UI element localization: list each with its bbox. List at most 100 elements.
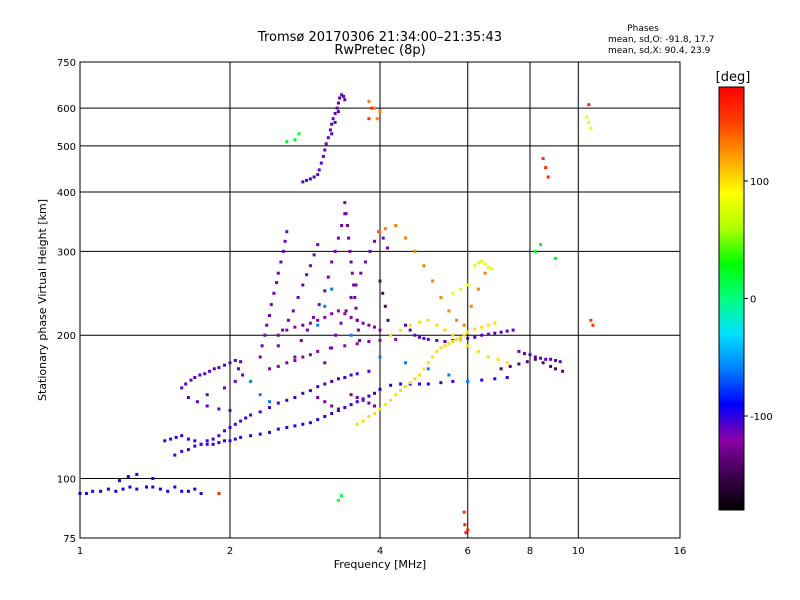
data-point <box>435 339 439 342</box>
data-point <box>301 422 305 426</box>
data-point <box>443 344 447 348</box>
data-point <box>408 328 412 332</box>
data-point <box>349 373 353 377</box>
data-point <box>228 426 232 429</box>
data-point <box>336 407 340 411</box>
data-point <box>331 117 335 121</box>
y-tick-label: 200 <box>57 331 76 342</box>
colorbar-tick-label: 0 <box>750 295 756 306</box>
data-point <box>483 262 487 266</box>
data-point <box>333 120 337 124</box>
y-tick-label: 500 <box>57 142 76 153</box>
grid-lines <box>80 62 680 538</box>
data-point <box>199 492 203 495</box>
data-point <box>237 367 240 371</box>
data-point <box>297 132 301 136</box>
data-point <box>505 361 509 365</box>
data-point <box>367 394 371 398</box>
data-point <box>355 422 359 426</box>
data-point <box>285 230 289 234</box>
data-point <box>223 439 226 443</box>
data-point <box>364 260 367 264</box>
phases-mean-o: mean, sd,O: -91.8, 17.7 <box>608 35 714 45</box>
data-point <box>330 346 334 350</box>
data-point <box>323 415 327 418</box>
data-point <box>312 175 316 179</box>
data-point <box>476 261 480 265</box>
data-point <box>399 382 403 386</box>
data-point <box>217 407 221 411</box>
data-point <box>458 335 462 339</box>
data-point <box>276 401 280 405</box>
data-point <box>317 168 321 172</box>
data-point <box>239 435 243 439</box>
data-point <box>344 309 348 313</box>
data-point <box>378 279 382 283</box>
data-point <box>316 173 320 177</box>
data-point <box>480 259 484 263</box>
data-point <box>223 363 226 367</box>
data-point <box>339 321 343 325</box>
data-point <box>275 281 279 285</box>
data-point <box>404 385 407 389</box>
data-point <box>466 283 470 287</box>
data-point <box>591 323 595 327</box>
data-point <box>193 439 197 443</box>
data-point <box>84 492 88 495</box>
data-point <box>217 434 221 438</box>
data-point <box>464 531 468 535</box>
data-point <box>389 383 393 387</box>
data-point <box>128 485 132 489</box>
data-point <box>343 376 347 379</box>
data-point <box>585 115 589 119</box>
data-point <box>352 283 356 287</box>
data-point <box>241 373 245 377</box>
data-point <box>249 434 253 438</box>
data-point <box>463 523 467 527</box>
data-point <box>285 361 289 365</box>
data-point <box>338 96 342 100</box>
colorbar <box>718 86 745 511</box>
data-point <box>499 367 503 371</box>
data-point <box>353 296 357 299</box>
data-point <box>359 271 363 275</box>
data-point <box>368 249 372 253</box>
data-point <box>205 439 209 443</box>
data-point <box>480 333 484 337</box>
data-point <box>473 327 477 331</box>
data-point <box>349 315 353 319</box>
data-point <box>355 342 359 346</box>
data-point <box>323 289 327 293</box>
data-point <box>330 412 334 415</box>
data-point <box>343 201 347 205</box>
data-point <box>404 323 407 327</box>
data-point <box>308 421 312 425</box>
data-point <box>195 400 199 404</box>
data-point <box>258 393 262 397</box>
chart-title: Tromsø 20170306 21:34:00–21:35:43 <box>257 30 502 45</box>
data-point <box>336 498 340 502</box>
data-point <box>558 360 562 364</box>
data-point <box>462 323 466 327</box>
data-point <box>217 441 221 445</box>
x-tick-label: 16 <box>674 546 687 557</box>
data-point <box>480 325 484 329</box>
data-point <box>349 403 353 407</box>
data-point <box>505 376 509 379</box>
data-point <box>268 314 271 317</box>
data-point <box>91 489 95 493</box>
data-point <box>169 437 173 441</box>
data-point <box>276 271 280 275</box>
data-point <box>408 381 412 385</box>
x-tick-label: 6 <box>465 546 471 557</box>
data-point <box>413 249 417 253</box>
data-point <box>378 387 382 391</box>
data-point <box>228 361 232 365</box>
data-point <box>316 243 320 247</box>
data-point <box>587 120 591 124</box>
data-point <box>208 369 212 373</box>
data-point <box>541 361 545 365</box>
data-point <box>426 382 430 386</box>
data-point <box>276 364 280 368</box>
data-point <box>404 361 407 365</box>
